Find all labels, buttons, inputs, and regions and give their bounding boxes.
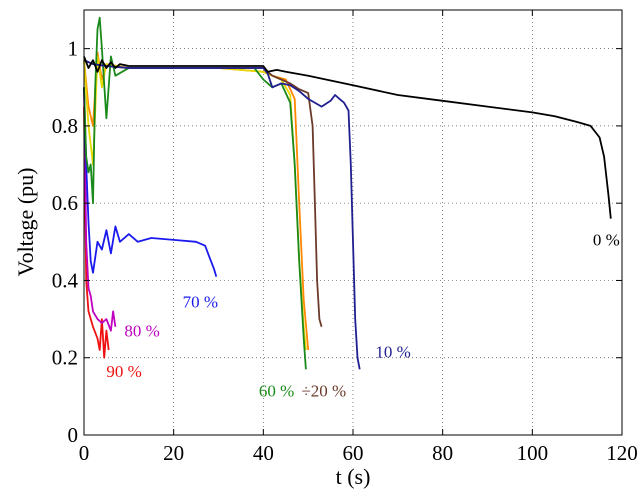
series-annotation: 10 % [375, 343, 410, 362]
y-tick-label: 0.2 [52, 346, 78, 370]
x-tick-label: 80 [432, 441, 453, 465]
y-tick-label: 1 [68, 37, 79, 61]
y-tick-label: 0.4 [52, 268, 79, 292]
series-annotation: 90 % [106, 362, 141, 381]
y-tick-label: 0.6 [52, 191, 78, 215]
series-annotation: 80 % [124, 321, 159, 340]
x-tick-label: 40 [253, 441, 274, 465]
tick-labels: 0 20 40 60 80 100 120 0 0.2 0.4 0.6 0.8 1 [52, 37, 638, 465]
y-tick-label: 0.8 [52, 114, 78, 138]
series-line-0 [83, 56, 612, 219]
x-tick-label: 20 [163, 441, 184, 465]
series-annotations: 0 % 10 % 70 % 80 % 90 % 60 % ÷20 % [106, 231, 619, 401]
series-annotation: 60 % [259, 381, 294, 400]
x-axis-label: t (s) [336, 464, 371, 489]
x-tick-label: 60 [343, 441, 364, 465]
series-line-60 [83, 16, 307, 370]
y-tick-label: 0 [68, 423, 79, 447]
series-annotation: 70 % [183, 293, 218, 312]
x-tick-label: 0 [79, 441, 90, 465]
y-axis-label: Voltage (pu) [13, 168, 38, 277]
series-annotation: 0 % [593, 231, 620, 250]
series-layer [83, 16, 612, 370]
tick-marks [83, 10, 623, 436]
series-line-10 [83, 59, 361, 370]
series-line-70 [83, 87, 218, 277]
x-tick-label: 120 [606, 441, 638, 465]
series-line-80 [83, 87, 117, 332]
series-line-90 [83, 106, 110, 359]
x-tick-label: 100 [517, 441, 549, 465]
series-annotation: ÷20 % [301, 381, 346, 400]
